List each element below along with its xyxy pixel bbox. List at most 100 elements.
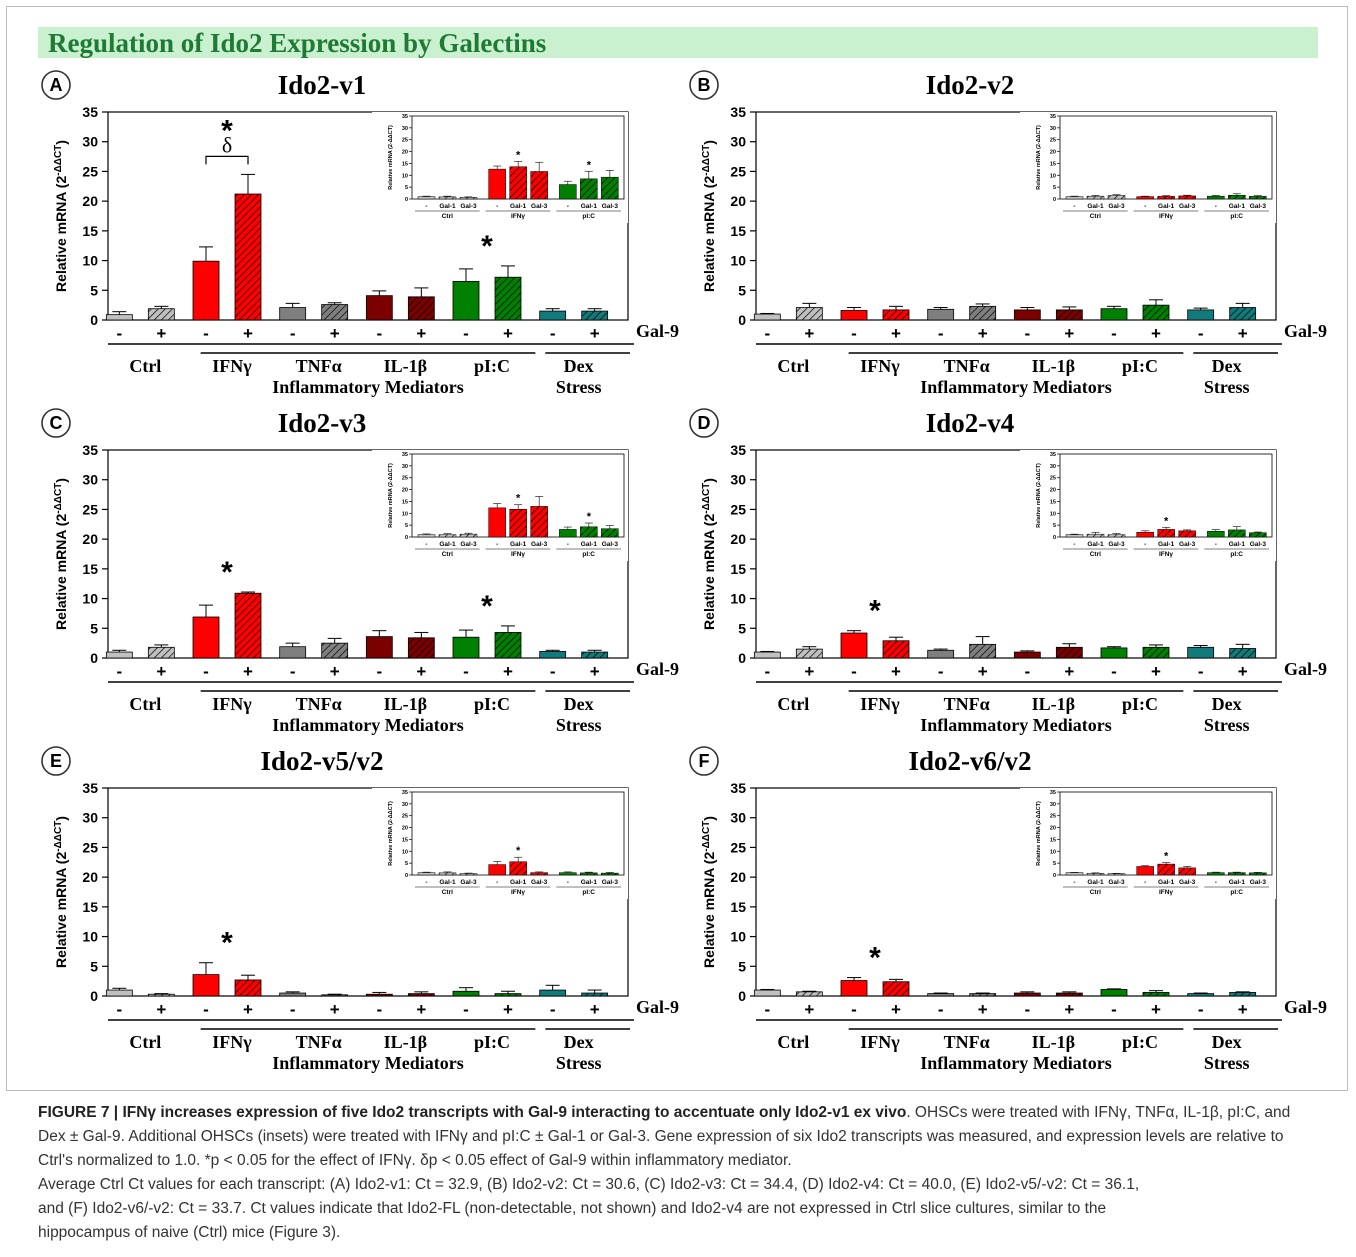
gal9-axis-tag: Gal-9: [636, 997, 679, 1017]
bar-ctrl-gal9-plus: [795, 648, 823, 659]
bar-il-1-gal9-plus: [407, 637, 435, 659]
inset-y-tick-label: 25: [402, 476, 408, 482]
group-label-pi-c: pI:C: [1122, 1032, 1158, 1052]
inset-group-label-pi-c: pI:C: [582, 213, 595, 220]
inset-bar-label: Gal-3: [1250, 541, 1267, 548]
inset-bar-label: Gal-1: [581, 203, 598, 210]
bar-pi-c-gal9-plus: [494, 993, 522, 997]
inset-bar-label: -: [425, 879, 427, 886]
y-tick-label: 35: [730, 442, 746, 458]
inset-y-tick-label: 15: [402, 161, 408, 167]
inset-bar-pi-c-none: [559, 872, 577, 876]
inset-y-axis-label: Relative mRNA (2-ΔΔCT): [388, 463, 394, 528]
group-label-tnf: TNFα: [296, 356, 342, 376]
inset-y-tick-label: 0: [1053, 535, 1056, 541]
bar-dex-gal9-minus: [1187, 646, 1215, 659]
inset-y-tick-label: 10: [402, 511, 408, 517]
panel-letter: D: [698, 413, 711, 433]
group-label-tnf: TNFα: [944, 694, 990, 714]
inset-chart: 0 5 10 15 20 25 30 35 Relative mRNA (2-ΔΔCT) - Gal…: [372, 788, 628, 899]
y-tick-label: 25: [730, 501, 746, 517]
panel-letter: F: [699, 751, 710, 771]
inset-group-label-pi-c: pI:C: [1230, 213, 1243, 220]
inset-chart: 0 5 10 15 20 25 30 35 Relative mRNA (2-ΔΔCT) - Gal…: [1020, 788, 1276, 899]
bar-il-1-gal9-minus: [1013, 309, 1041, 321]
gal9-sign: +: [1064, 1000, 1074, 1019]
y-tick-label: 25: [82, 163, 98, 179]
gal9-sign: +: [156, 662, 166, 681]
y-tick-label: 25: [730, 163, 746, 179]
group-label-il-1: IL-1β: [384, 356, 428, 376]
inset-bar-label: Gal-3: [531, 879, 548, 886]
y-axis-label-superscript: -ΔΔCT: [701, 483, 712, 514]
significance-star: *: [481, 590, 493, 623]
gal9-sign: +: [590, 324, 600, 343]
inset-y-tick-label: 25: [1050, 138, 1056, 144]
inset-y-tick-label: 0: [405, 535, 408, 541]
inset-bar-label: -: [567, 879, 569, 886]
bar-ifn-gal9-minus: [192, 260, 220, 321]
bar-pi-c-gal9-plus: [1142, 992, 1170, 997]
bar-tnf-gal9-plus: [969, 305, 997, 321]
y-axis-label: Relative mRNA (2-ΔΔCT): [53, 478, 70, 630]
inset-bar-ctrl-gal-1: [438, 872, 457, 876]
chart-title: Ido2-v6/v2: [908, 746, 1031, 776]
group-label-ifn: IFNγ: [860, 1032, 900, 1052]
bar-il-1-gal9-plus: [1055, 992, 1083, 997]
inset-bar-label: -: [1073, 203, 1075, 210]
inset-y-tick-label: 15: [1050, 161, 1056, 167]
panel-letter: C: [50, 413, 63, 433]
inset-bar-ctrl-gal-3: [1107, 873, 1126, 876]
inset-y-tick-label: 20: [1050, 826, 1056, 832]
y-axis-label: Relative mRNA (2-ΔΔCT): [53, 140, 70, 292]
group-label-ifn: IFNγ: [860, 356, 900, 376]
y-tick-label: 0: [738, 650, 746, 666]
significance-star: *: [869, 595, 881, 628]
group-label-tnf: TNFα: [944, 1032, 990, 1052]
inset-y-tick-label: 35: [402, 790, 408, 796]
gal9-sign: +: [330, 1000, 340, 1019]
inset-y-tick-label: 25: [1050, 814, 1056, 820]
inset-bar-pi-c-none: [559, 184, 577, 200]
gal9-sign: +: [1238, 1000, 1248, 1019]
inset-bar-ifn-none: [1136, 866, 1154, 876]
inset-group-label-ifn: IFNγ: [511, 889, 525, 896]
inset-bar-label: -: [1215, 203, 1217, 210]
inset-y-tick-label: 25: [1050, 476, 1056, 482]
group-label-dex: Dex: [564, 1032, 594, 1052]
y-tick-label: 0: [90, 650, 98, 666]
inset-bar-ctrl-gal-3: [459, 873, 478, 876]
gal9-sign: -: [1111, 1000, 1117, 1019]
gal9-sign: -: [550, 662, 556, 681]
inset-y-tick-label: 10: [1050, 849, 1056, 855]
bar-ifn-gal9-minus: [840, 632, 868, 659]
panel-e: E Ido2-v5/v2 0 5 10 15 20 25 30 35 Relative mRNA (…: [38, 744, 686, 1080]
inset-bar-ifn-gal-3: [530, 171, 548, 200]
inset-bar-label: -: [1073, 879, 1075, 886]
y-tick-label: 30: [730, 810, 746, 826]
y-tick-label: 5: [90, 958, 98, 974]
group-label-tnf: TNFα: [296, 1032, 342, 1052]
inset-bar-ctrl-gal-3: [459, 533, 478, 538]
caption-figure-title: IFNγ increases expression of five Ido2 t…: [122, 1104, 907, 1121]
gal9-sign: -: [290, 662, 296, 681]
y-tick-label: 15: [730, 899, 746, 915]
gal9-sign: +: [1064, 324, 1074, 343]
inset-group-label-pi-c: pI:C: [582, 551, 595, 558]
y-tick-label: 5: [90, 282, 98, 298]
gal9-sign: +: [416, 662, 426, 681]
group-title-stress: Stress: [1204, 377, 1250, 397]
inset-bar-label: Gal-3: [1108, 203, 1125, 210]
y-axis-label-superscript: -ΔΔCT: [701, 145, 712, 176]
inset-significance-star: *: [587, 511, 592, 523]
bar-ctrl-gal9-minus: [105, 314, 133, 321]
inset-bar-ctrl-none: [417, 872, 436, 876]
gal9-sign: +: [978, 1000, 988, 1019]
bar-pi-c-gal9-minus: [452, 636, 480, 659]
y-tick-label: 0: [90, 312, 98, 328]
group-label-ifn: IFNγ: [860, 694, 900, 714]
group-title-mediators: Inflammatory Mediators: [920, 1053, 1111, 1073]
group-label-dex: Dex: [564, 356, 594, 376]
gal9-axis-tag: Gal-9: [1284, 659, 1327, 679]
bar-pi-c-gal9-minus: [1100, 647, 1128, 659]
